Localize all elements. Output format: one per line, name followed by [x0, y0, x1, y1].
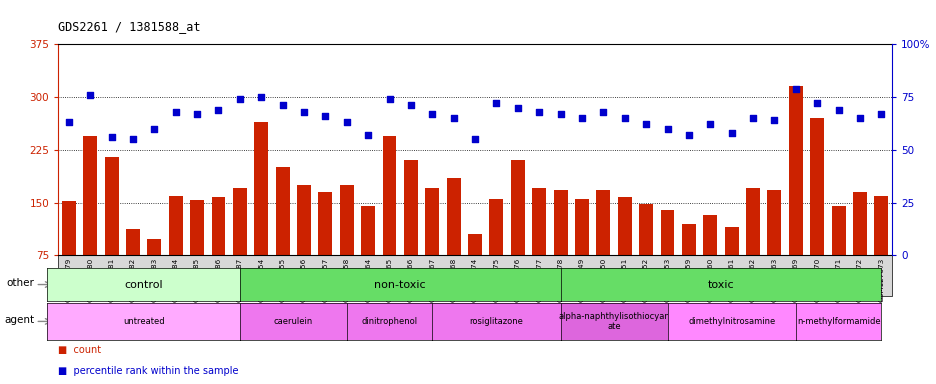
Text: GDS2261 / 1381588_at: GDS2261 / 1381588_at	[58, 20, 200, 33]
Text: rosiglitazone: rosiglitazone	[469, 317, 523, 326]
Point	[446, 115, 461, 121]
Bar	[852, 192, 866, 308]
Bar	[105, 157, 118, 308]
Point	[189, 111, 204, 117]
Bar	[297, 185, 311, 308]
Text: dinitrophenol: dinitrophenol	[361, 317, 417, 326]
Point	[232, 96, 247, 102]
Bar	[403, 161, 417, 308]
Point	[168, 109, 183, 115]
Point	[809, 100, 824, 106]
Point	[489, 100, 504, 106]
Point	[275, 103, 290, 109]
Bar	[596, 190, 609, 308]
Point	[125, 136, 140, 142]
Point	[254, 94, 269, 100]
Bar	[767, 190, 781, 308]
Point	[531, 109, 546, 115]
Point	[339, 119, 354, 125]
Bar	[275, 167, 289, 308]
Bar	[425, 189, 439, 308]
Point	[147, 126, 162, 132]
Bar	[318, 192, 332, 308]
Bar	[638, 204, 652, 308]
Text: ■  count: ■ count	[58, 345, 101, 355]
Bar	[340, 185, 353, 308]
Text: caerulein: caerulein	[273, 317, 313, 326]
Bar	[617, 197, 631, 308]
Bar	[724, 227, 738, 308]
Bar	[360, 206, 374, 308]
Point	[852, 115, 867, 121]
Point	[787, 85, 802, 91]
Point	[595, 109, 610, 115]
Bar	[233, 189, 246, 308]
Bar	[510, 161, 524, 308]
Point	[403, 103, 418, 109]
Bar	[254, 122, 268, 308]
Bar	[745, 189, 759, 308]
Point	[360, 132, 375, 138]
Text: alpha-naphthylisothiocyan
ate: alpha-naphthylisothiocyan ate	[558, 312, 669, 331]
Text: non-toxic: non-toxic	[374, 280, 426, 290]
Bar	[575, 199, 589, 308]
Bar	[168, 195, 183, 308]
Bar	[681, 223, 695, 308]
Bar	[553, 190, 567, 308]
Point	[745, 115, 760, 121]
Point	[873, 111, 888, 117]
Point	[61, 119, 76, 125]
Bar	[703, 215, 716, 308]
Point	[467, 136, 482, 142]
Point	[724, 130, 739, 136]
Point	[638, 121, 653, 127]
Text: toxic: toxic	[707, 280, 734, 290]
Point	[659, 126, 674, 132]
Bar	[212, 197, 226, 308]
Bar	[873, 195, 887, 308]
Bar	[489, 199, 503, 308]
Point	[617, 115, 632, 121]
Point	[211, 106, 226, 113]
Point	[424, 111, 439, 117]
Bar	[532, 189, 546, 308]
Point	[317, 113, 332, 119]
Text: n-methylformamide: n-methylformamide	[796, 317, 880, 326]
Point	[552, 111, 567, 117]
Point	[680, 132, 695, 138]
Point	[296, 109, 311, 115]
Point	[510, 104, 525, 111]
Text: ■  percentile rank within the sample: ■ percentile rank within the sample	[58, 366, 239, 376]
Point	[766, 117, 781, 123]
Bar	[446, 178, 461, 308]
Point	[830, 106, 845, 113]
Text: control: control	[124, 280, 163, 290]
Bar	[468, 234, 481, 308]
Point	[702, 121, 717, 127]
Point	[382, 96, 397, 102]
Point	[104, 134, 119, 140]
Text: other: other	[7, 278, 35, 288]
Bar	[190, 200, 204, 308]
Bar	[125, 228, 139, 308]
Bar	[62, 201, 76, 308]
Text: agent: agent	[4, 315, 35, 325]
Bar	[83, 136, 97, 308]
Text: untreated: untreated	[123, 317, 164, 326]
Bar	[788, 86, 802, 308]
Point	[82, 92, 97, 98]
Bar	[831, 206, 844, 308]
Text: dimethylnitrosamine: dimethylnitrosamine	[687, 317, 774, 326]
Bar	[810, 118, 824, 308]
Bar	[660, 210, 674, 308]
Bar	[382, 136, 396, 308]
Point	[574, 115, 589, 121]
Bar	[147, 239, 161, 308]
